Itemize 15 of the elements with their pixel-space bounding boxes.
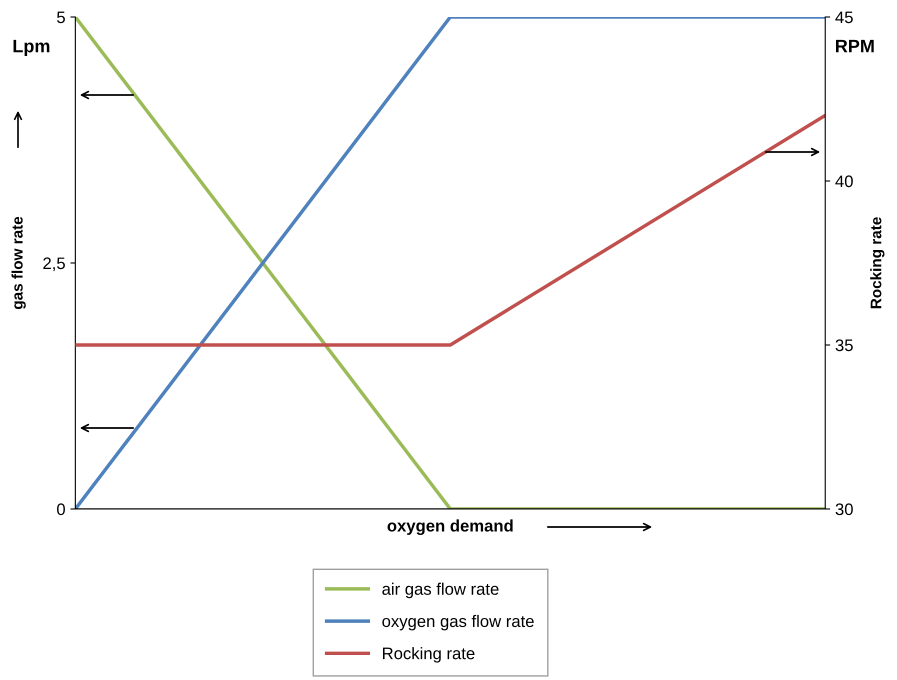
legend-label: oxygen gas flow rate bbox=[382, 614, 534, 630]
y2-tick-label: 30 bbox=[836, 503, 853, 516]
text: RPM bbox=[836, 40, 874, 52]
y2-axis-title: Rocking rate bbox=[870, 217, 884, 308]
x-axis-title: oxygen demand bbox=[388, 519, 513, 536]
y-tick-label: 5 bbox=[57, 12, 65, 24]
text: Lpm bbox=[14, 40, 50, 56]
y-tick-label: 2,5 bbox=[43, 257, 65, 272]
legend-label: air gas flow rate bbox=[382, 582, 499, 598]
y2-tick-label: 35 bbox=[836, 339, 853, 352]
legend-label: Rocking rate bbox=[383, 647, 474, 663]
y2-tick-label: 40 bbox=[835, 175, 853, 188]
y-tick-label: 0 bbox=[57, 503, 65, 516]
y-axis-title: gas flow rate bbox=[11, 216, 26, 310]
y2-tick-label: 45 bbox=[835, 12, 853, 24]
